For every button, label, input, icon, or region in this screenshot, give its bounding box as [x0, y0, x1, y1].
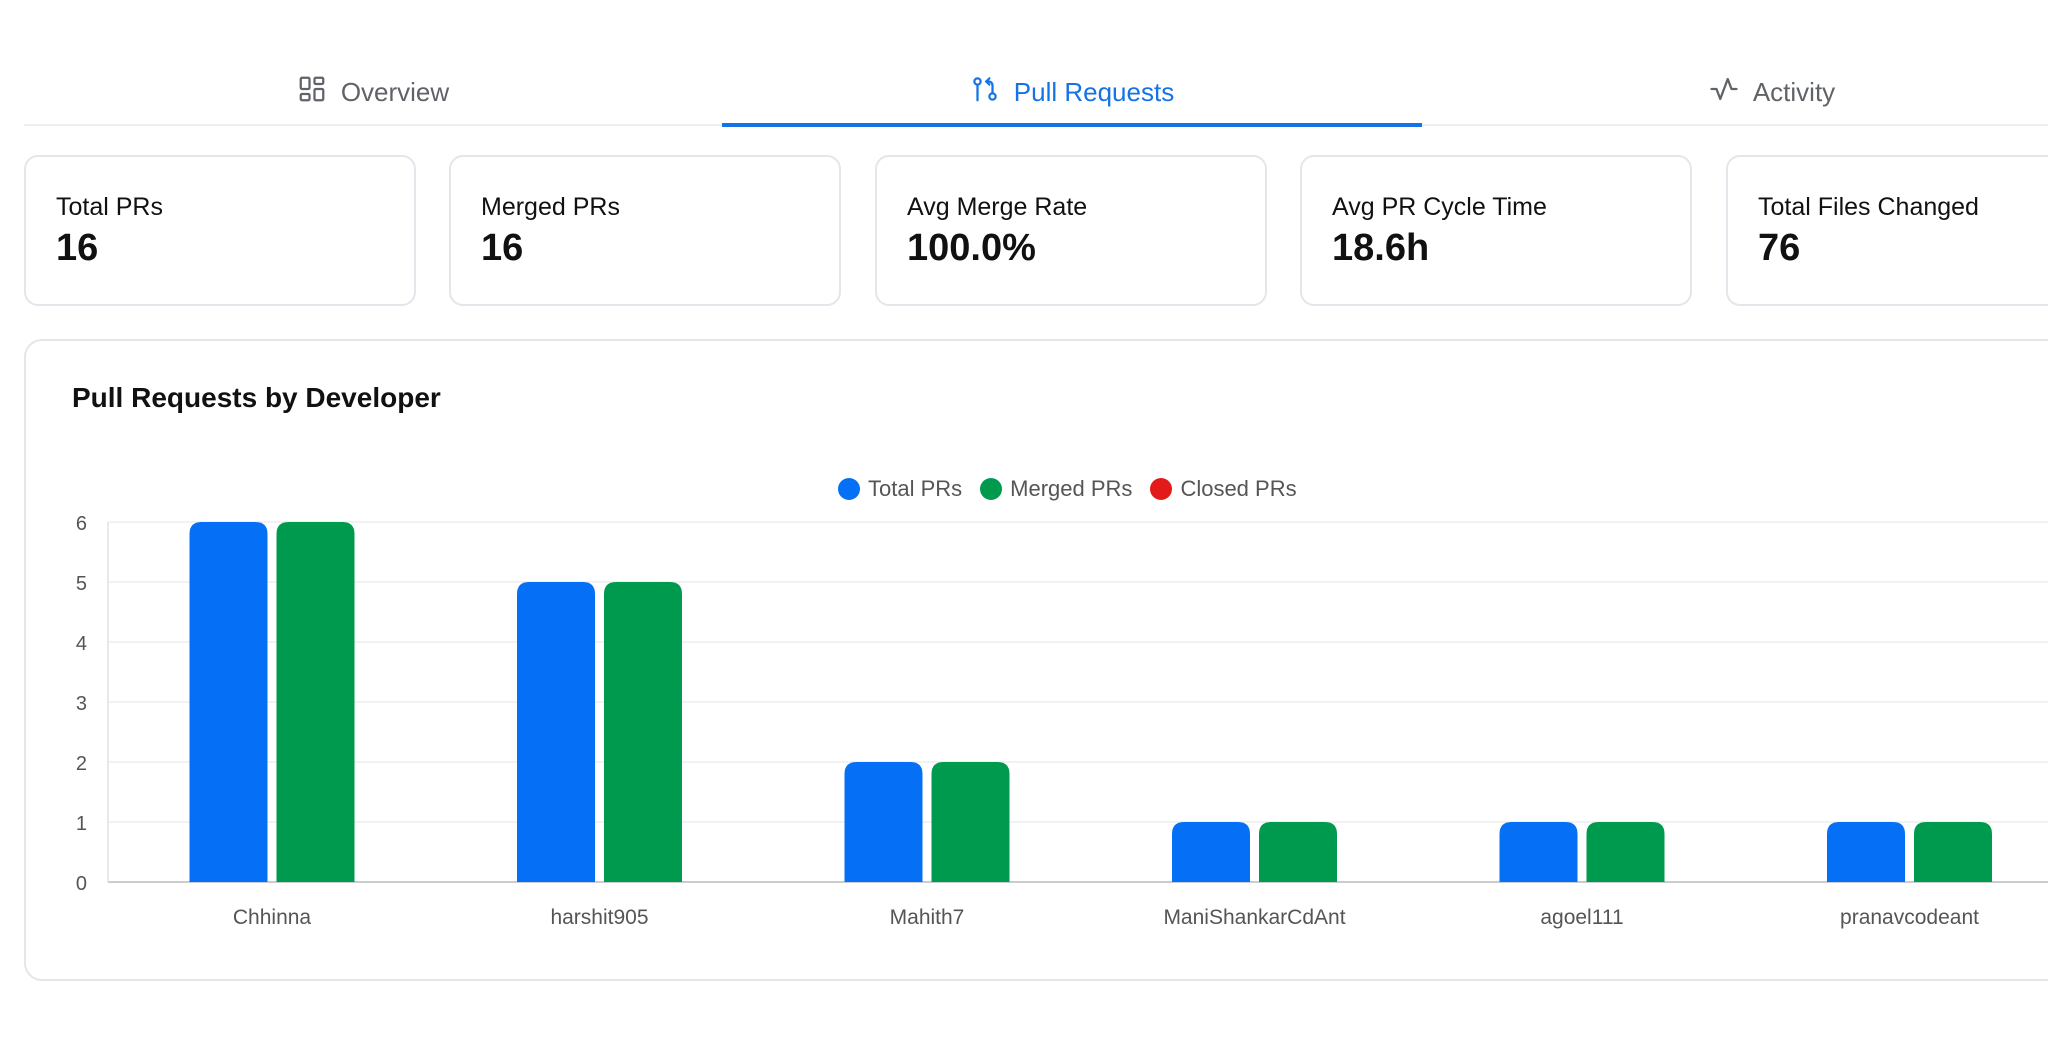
tab-pull-requests[interactable]: Pull Requests — [722, 60, 1422, 127]
pull-request-icon — [970, 74, 1000, 111]
stat-card-merged-prs: Merged PRs 16 — [449, 155, 841, 306]
bar-merged-prs — [931, 762, 1010, 882]
stat-card-total-prs: Total PRs 16 — [24, 155, 416, 306]
legend-item-closed[interactable]: Closed PRs — [1150, 476, 1297, 502]
tab-overview-label: Overview — [340, 76, 450, 107]
grid-icon — [297, 74, 327, 111]
bar-total-prs — [1172, 822, 1250, 882]
legend-item-merged[interactable]: Merged PRs — [980, 476, 1132, 502]
legend-swatch-merged — [980, 478, 1003, 500]
legend-label: Total PRs — [868, 476, 963, 501]
bar-total-prs — [844, 762, 923, 882]
tab-pull-requests-label: Pull Requests — [1013, 76, 1175, 107]
x-tick-label: pranavcodeant — [1840, 906, 1979, 929]
bar-total-prs — [517, 582, 595, 882]
y-tick-label: 2 — [76, 753, 87, 775]
bar-merged-prs — [604, 582, 682, 882]
bar-total-prs — [1499, 822, 1578, 882]
x-tick-label: ManiShankarCdAnt — [1163, 906, 1345, 929]
stat-label: Avg Merge Rate — [907, 193, 1088, 221]
y-tick-label: 0 — [76, 873, 87, 895]
bar-merged-prs — [276, 522, 355, 882]
bar-total-prs — [1827, 822, 1905, 882]
stat-value: 16 — [481, 227, 524, 269]
tab-activity[interactable]: Activity — [1422, 60, 2048, 124]
x-tick-label: harshit905 — [550, 906, 648, 929]
legend-item-total[interactable]: Total PRs — [838, 476, 962, 502]
stat-value: 76 — [1758, 227, 1801, 269]
tab-activity-label: Activity — [1752, 76, 1836, 107]
stat-value: 18.6h — [1332, 227, 1430, 269]
y-tick-label: 4 — [76, 633, 87, 655]
bar-merged-prs — [1914, 822, 1992, 882]
tab-bar: Overview Pull Requests Activity — [24, 60, 2048, 127]
legend-label: Closed PRs — [1180, 476, 1297, 501]
y-tick-label: 6 — [76, 513, 87, 535]
bar-merged-prs — [1586, 822, 1665, 882]
stat-label: Merged PRs — [481, 193, 620, 221]
bar-merged-prs — [1259, 822, 1337, 882]
x-tick-label: Chhinna — [233, 906, 312, 929]
legend-swatch-total — [838, 478, 860, 500]
y-tick-label: 3 — [76, 693, 87, 715]
stat-card-total-files-changed: Total Files Changed 76 — [1726, 155, 2048, 306]
legend-label: Merged PRs — [1010, 476, 1133, 501]
y-tick-label: 5 — [76, 573, 87, 595]
stat-label: Total Files Changed — [1758, 193, 1979, 221]
chart-legend: Total PRs Merged PRs Closed PRs — [838, 476, 1297, 502]
stat-value: 16 — [56, 227, 99, 269]
tab-overview[interactable]: Overview — [24, 60, 722, 124]
x-tick-label: agoel111 — [1540, 906, 1623, 929]
activity-icon — [1709, 74, 1739, 111]
y-tick-label: 1 — [76, 813, 87, 835]
chart-panel: Pull Requests by Developer — [24, 339, 2048, 981]
stat-card-avg-cycle-time: Avg PR Cycle Time 18.6h — [1300, 155, 1692, 306]
chart-title: Pull Requests by Developer — [72, 382, 441, 413]
stat-label: Avg PR Cycle Time — [1332, 193, 1547, 221]
x-tick-label: Mahith7 — [890, 906, 965, 929]
stat-label: Total PRs — [56, 193, 163, 221]
legend-swatch-closed — [1150, 478, 1173, 500]
bar-total-prs — [189, 522, 268, 882]
stat-card-avg-merge-rate: Avg Merge Rate 100.0% — [875, 155, 1267, 306]
stat-value: 100.0% — [907, 227, 1036, 269]
